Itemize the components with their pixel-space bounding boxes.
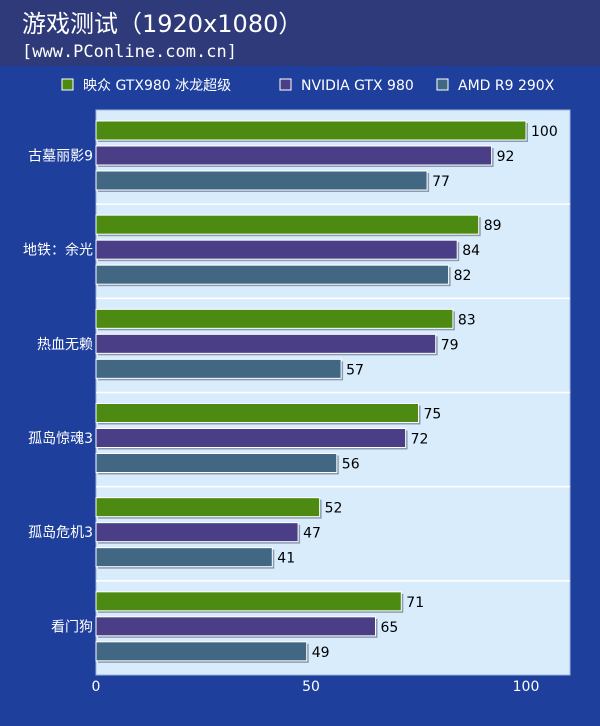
category-label: 古墓丽影9: [28, 149, 93, 165]
data-label: 100: [531, 124, 558, 140]
data-label: 56: [342, 457, 360, 473]
chart-subtitle: [www.PConline.com.cn]: [22, 42, 237, 62]
bar: [95, 308, 454, 329]
category-label: 孤岛危机3: [28, 525, 93, 541]
category-label: 地铁：余光: [23, 242, 93, 259]
bar: [95, 403, 419, 423]
bar: [95, 641, 308, 662]
gridlines: [96, 203, 570, 582]
x-tick-label: 0: [92, 679, 101, 695]
data-label: 79: [441, 337, 459, 353]
bar: [95, 120, 527, 141]
bar: [95, 616, 376, 637]
legend-label: 映众 GTX980 冰龙超级: [83, 78, 231, 94]
category-label: 看门狗: [51, 619, 93, 635]
bar: [95, 591, 402, 612]
data-label: 41: [277, 551, 295, 567]
bar: [95, 428, 407, 448]
bar: [95, 522, 299, 543]
chart-title: 游戏测试（1920x1080）: [22, 10, 302, 38]
bar: [95, 214, 480, 235]
data-label: 47: [303, 526, 321, 542]
bar: [95, 453, 338, 473]
x-axis-ticks: 0 50 100: [92, 679, 540, 695]
legend-swatch: [279, 78, 292, 91]
header-band: [0, 0, 600, 66]
data-label: 75: [424, 407, 442, 423]
data-label: 72: [411, 432, 429, 448]
data-label: 83: [458, 312, 476, 328]
bar: [95, 170, 428, 191]
bar: [95, 497, 321, 518]
x-tick-label: 100: [513, 679, 540, 695]
bar: [95, 358, 342, 379]
legend: 映众 GTX980 冰龙超级 NVIDIA GTX 980 AMD R9 290X: [61, 78, 555, 94]
data-label: 52: [325, 501, 343, 517]
data-label: 92: [497, 149, 515, 165]
bar: [95, 333, 437, 354]
legend-label: NVIDIA GTX 980: [301, 78, 414, 94]
data-label: 49: [312, 645, 330, 661]
category-label: 孤岛惊魂3: [28, 431, 93, 447]
legend-label: AMD R9 290X: [458, 78, 555, 94]
data-label: 77: [432, 174, 450, 190]
data-label: 84: [462, 243, 480, 259]
bar: [95, 547, 273, 568]
bar: [95, 264, 450, 285]
data-label: 65: [381, 620, 399, 636]
data-label: 57: [346, 362, 364, 378]
bar: [95, 239, 458, 260]
legend-swatch: [436, 78, 449, 91]
bar: [95, 145, 493, 166]
data-label: 82: [454, 268, 472, 284]
category-label: 热血无赖: [37, 337, 93, 353]
data-label: 71: [406, 595, 424, 611]
data-label: 89: [484, 218, 502, 234]
x-tick-label: 50: [302, 679, 320, 695]
legend-swatch: [61, 78, 74, 91]
